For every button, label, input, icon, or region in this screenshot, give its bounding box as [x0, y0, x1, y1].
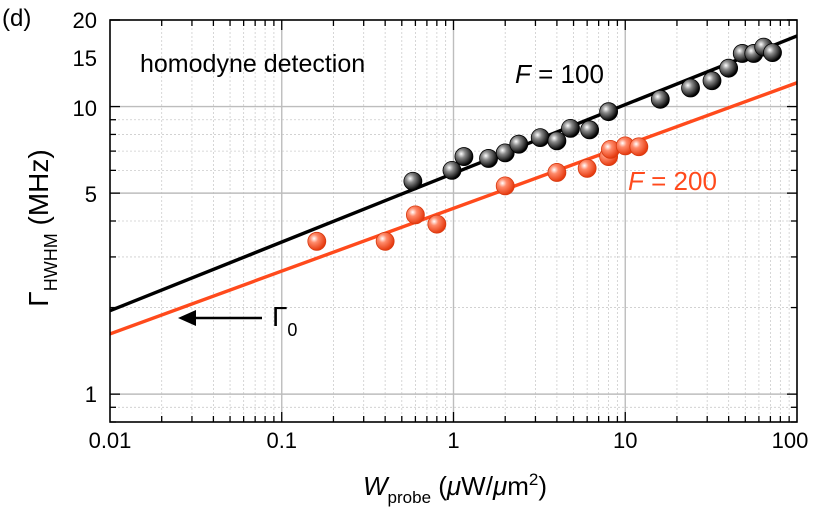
gamma0-arrow: [178, 310, 262, 326]
data-point-f100: [403, 171, 423, 191]
data-point-f100: [509, 134, 529, 154]
data-markers: [307, 37, 782, 251]
data-point-f100: [719, 58, 739, 78]
data-point-f100: [580, 120, 599, 140]
x-tick-label: 1: [447, 428, 459, 453]
data-point-f100: [681, 78, 700, 98]
data-point-f100: [650, 89, 670, 109]
x-axis-label: Wprobe (μW/μm2): [363, 470, 547, 507]
x-tick-label: 10: [613, 428, 637, 453]
x-tick-label: 0.01: [89, 428, 132, 453]
data-point-f100: [442, 160, 462, 180]
y-tick-label: 20: [73, 8, 97, 33]
legend-f100: F = 100: [515, 59, 604, 89]
data-point-f200: [629, 137, 649, 157]
data-point-f100: [530, 128, 550, 147]
gamma0-label: Γ0: [272, 301, 297, 340]
y-tick-label: 5: [85, 182, 97, 207]
axis-ticks: [110, 19, 797, 423]
fit-line-f200: [110, 81, 797, 336]
data-point-f200: [577, 158, 597, 178]
x-tick-label: 100: [772, 428, 809, 453]
data-point-f100: [702, 71, 722, 91]
data-point-f100: [547, 131, 567, 151]
data-point-f100: [454, 147, 474, 166]
data-point-f100: [599, 102, 619, 122]
y-tick-label: 1: [85, 382, 97, 407]
data-point-f100: [561, 118, 580, 138]
annotation-text: homodyne detection: [140, 50, 365, 78]
data-point-f200: [375, 231, 395, 251]
data-point-f200: [405, 205, 425, 225]
data-point-f200: [547, 163, 567, 182]
y-tick-label: 10: [73, 96, 97, 121]
data-point-f200: [427, 214, 447, 234]
data-point-f100: [495, 143, 515, 163]
y-axis-label: ΓHWHM (MHz): [23, 149, 61, 306]
data-point-f100: [479, 149, 498, 168]
data-point-f200: [307, 231, 327, 251]
legend-f200: F = 200: [628, 166, 717, 196]
panel-label: (d): [2, 5, 31, 32]
x-tick-label: 0.1: [266, 428, 297, 453]
data-point-f200: [495, 176, 515, 196]
data-point-f100: [763, 43, 782, 63]
y-tick-label: 15: [73, 46, 97, 71]
